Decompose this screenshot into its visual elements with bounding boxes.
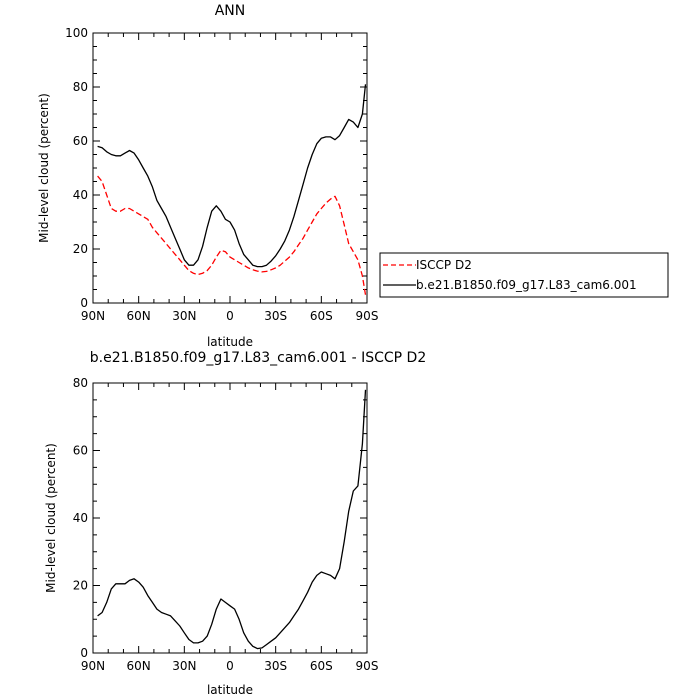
x-tick-label: 90N: [81, 659, 105, 673]
y-tick-label: 60: [73, 444, 88, 458]
top-chart-panel: ANN 90N 60N 30N 0 30S 60S 90S 0 20 40 60 80 100 lat…: [37, 3, 378, 349]
bottom-chart-title: b.e21.B1850.f09_g17.L83_cam6.001 - ISCCP…: [90, 350, 427, 366]
legend: ISCCP D2 b.e21.B1850.f09_g17.L83_cam6.00…: [379, 252, 669, 298]
y-tick-label: 20: [73, 579, 88, 593]
top-plot-frame: [92, 32, 368, 304]
top-chart-title: ANN: [215, 3, 246, 19]
bottom-series-lines: [97, 389, 367, 650]
x-tick-label: 30S: [264, 659, 287, 673]
y-tick-label: 0: [80, 646, 88, 660]
legend-label-model: b.e21.B1850.f09_g17.L83_cam6.001: [416, 278, 637, 292]
x-tick-label: 60S: [310, 309, 333, 323]
y-tick-label: 20: [73, 242, 88, 256]
x-tick-label: 60N: [127, 659, 151, 673]
x-tick-label: 60S: [310, 659, 333, 673]
legend-box: [379, 252, 669, 298]
series-line-b-e21-b1850-f09-g17-l83-cam6-001: [97, 84, 367, 268]
top-x-ticks: 90N 60N 30N 0 30S 60S 90S: [81, 33, 379, 323]
x-tick-label: 90N: [81, 309, 105, 323]
top-y-axis-label: Mid-level cloud (percent): [37, 93, 51, 243]
legend-label-isccp: ISCCP D2: [416, 258, 472, 272]
x-tick-label: 30N: [172, 309, 196, 323]
bottom-plot-frame: [92, 382, 368, 654]
top-y-ticks: 0 20 40 60 80 100: [65, 26, 367, 310]
top-x-axis-label: latitude: [207, 335, 253, 349]
x-tick-label: 30N: [172, 659, 196, 673]
top-series-lines: [97, 84, 367, 296]
y-tick-label: 40: [73, 188, 88, 202]
x-tick-label: 90S: [356, 309, 379, 323]
y-tick-label: 40: [73, 511, 88, 525]
y-tick-label: 80: [73, 376, 88, 390]
x-tick-label: 30S: [264, 309, 287, 323]
series-line-isccp-d2: [97, 175, 367, 296]
x-tick-label: 0: [226, 309, 234, 323]
x-tick-label: 0: [226, 659, 234, 673]
bottom-y-axis-label: Mid-level cloud (percent): [44, 443, 58, 593]
y-tick-label: 60: [73, 134, 88, 148]
series-line-difference: [97, 389, 367, 650]
bottom-x-ticks: 90N 60N 30N 0 30S 60S 90S: [81, 383, 379, 673]
y-tick-label: 0: [80, 296, 88, 310]
x-tick-label: 60N: [127, 309, 151, 323]
y-tick-label: 100: [65, 26, 88, 40]
bottom-y-ticks: 0 20 40 60 80: [73, 376, 367, 660]
x-tick-label: 90S: [356, 659, 379, 673]
bottom-x-axis-label: latitude: [207, 683, 253, 697]
bottom-chart-panel: b.e21.B1850.f09_g17.L83_cam6.001 - ISCCP…: [44, 350, 426, 697]
y-tick-label: 80: [73, 80, 88, 94]
